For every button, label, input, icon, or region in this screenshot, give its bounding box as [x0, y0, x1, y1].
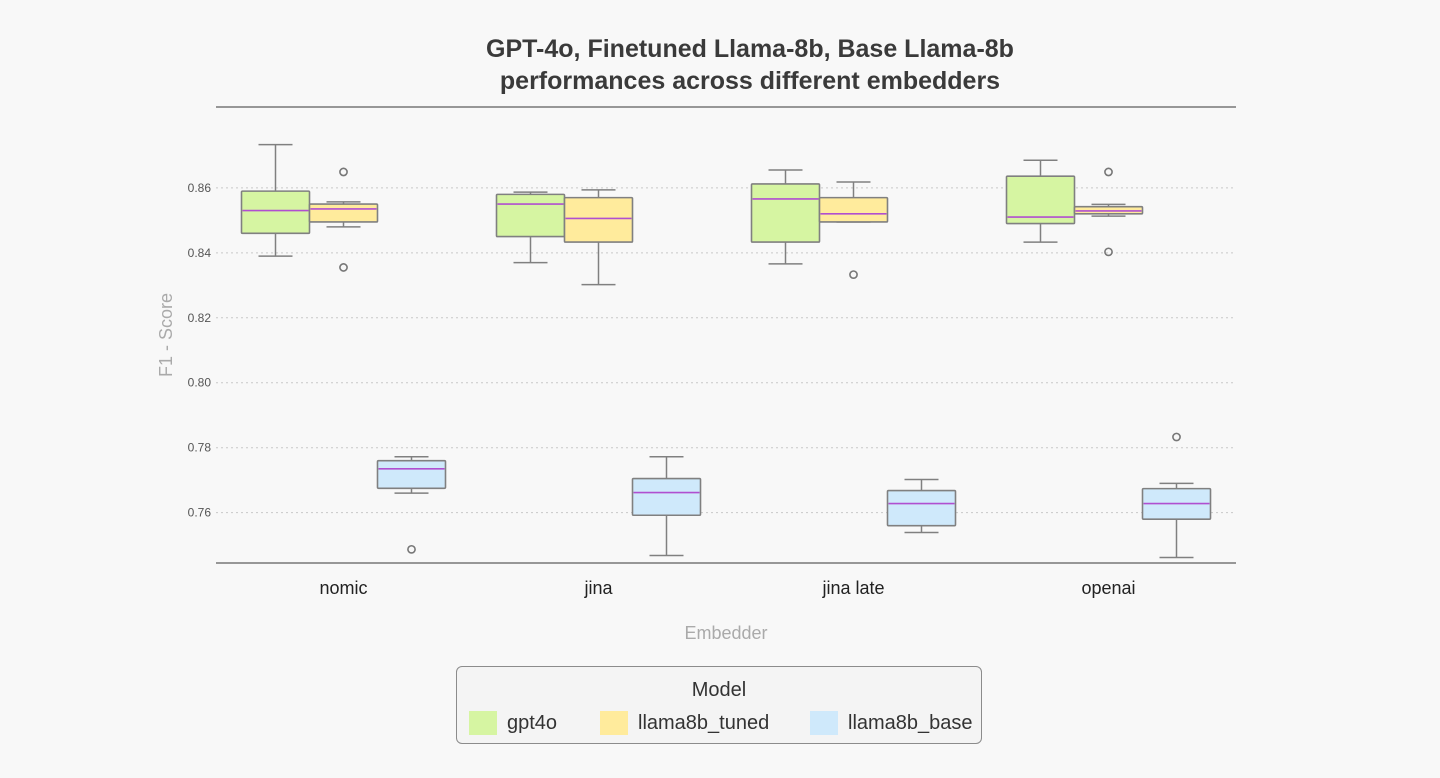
legend-label-gpt4o: gpt4o	[507, 711, 558, 734]
legend-item-gpt4o: gpt4o	[469, 709, 557, 737]
legend-title: Model	[691, 679, 747, 701]
chart-title-line-1: GPT-4o, Finetuned Llama-8b, Base Llama-8…	[486, 35, 1014, 63]
x-tick-label: jina	[583, 578, 613, 598]
box-gpt4o	[240, 190, 311, 235]
box-llama8b-tuned	[563, 196, 634, 243]
x-axis-label: Embedder	[684, 623, 767, 643]
legend-swatch-llama8b-tuned	[600, 711, 628, 735]
box-llama8b-tuned	[308, 203, 379, 223]
outlier-llama8b-tuned	[1104, 167, 1113, 177]
chart-title: GPT-4o, Finetuned Llama-8b, Base Llama-8…	[0, 33, 1440, 97]
legend-item-llama8b-base: llama8b_base	[810, 709, 973, 737]
legend-label-llama8b-tuned: llama8b_tuned	[638, 711, 770, 734]
outlier-llama8b-base	[407, 544, 416, 554]
chart-title-line-2: performances across different embedders	[499, 67, 1001, 95]
legend-item-llama8b-tuned: llama8b_tuned	[600, 709, 769, 737]
y-tick-label: 0.82	[188, 311, 212, 325]
outlier-llama8b-tuned	[1104, 247, 1113, 257]
legend-swatch-gpt4o	[469, 711, 497, 735]
box-gpt4o	[495, 193, 566, 238]
legend-label-llama8b-base: llama8b_base	[848, 711, 973, 734]
y-tick-label: 0.78	[188, 441, 212, 455]
y-tick-label: 0.84	[188, 246, 212, 260]
outlier-llama8b-tuned	[849, 270, 858, 279]
x-tick-label: openai	[1081, 578, 1135, 598]
box-gpt4o	[750, 183, 821, 243]
y-tick-label: 0.86	[188, 181, 212, 195]
legend: Model gpt4o llama8b_tuned llama8b_base	[456, 666, 982, 744]
box-llama8b-tuned	[818, 196, 889, 223]
box-llama8b-base	[631, 477, 702, 517]
outlier-llama8b-tuned	[339, 167, 348, 177]
y-axis-label: F1 - Score	[156, 293, 176, 377]
box-gpt4o	[1005, 175, 1076, 225]
x-tick-label: nomic	[319, 578, 367, 598]
y-tick-label: 0.76	[188, 506, 212, 520]
legend-swatch-llama8b-base	[810, 711, 838, 735]
box-llama8b-base	[376, 459, 447, 490]
outlier-llama8b-base	[1172, 432, 1181, 442]
outlier-llama8b-tuned	[339, 263, 348, 272]
x-tick-label: jina late	[821, 578, 884, 598]
box-llama8b-base	[886, 489, 957, 527]
y-tick-label: 0.80	[188, 376, 212, 390]
